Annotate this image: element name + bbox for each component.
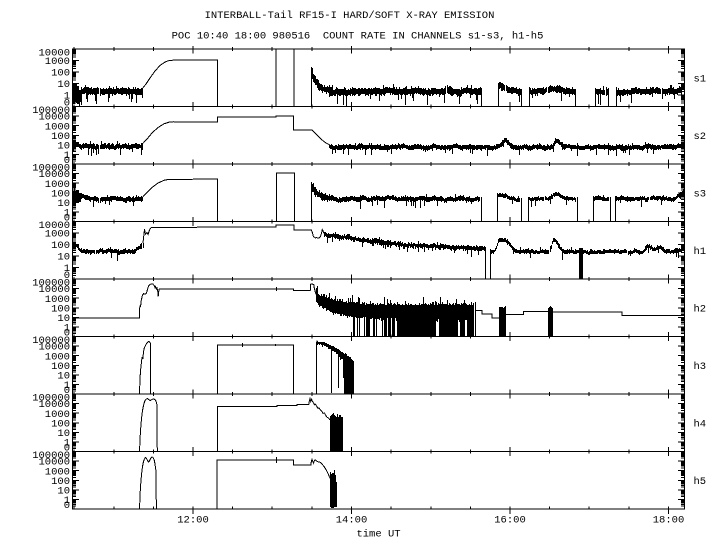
svg-text:1000: 1000 <box>45 121 70 133</box>
svg-text:100: 100 <box>51 131 70 143</box>
svg-text:1: 1 <box>64 380 70 392</box>
svg-text:0: 0 <box>64 500 70 512</box>
svg-text:100000: 100000 <box>32 163 70 175</box>
svg-text:16:00: 16:00 <box>494 515 526 527</box>
svg-text:100: 100 <box>51 240 70 252</box>
svg-text:h1: h1 <box>694 246 707 258</box>
svg-text:10000: 10000 <box>38 48 70 60</box>
svg-text:100000: 100000 <box>32 450 70 462</box>
svg-text:10: 10 <box>57 428 70 440</box>
svg-text:h3: h3 <box>694 361 707 373</box>
svg-text:h2: h2 <box>694 303 707 315</box>
svg-text:time UT: time UT <box>356 529 400 541</box>
svg-text:1000: 1000 <box>45 56 70 68</box>
svg-text:10000: 10000 <box>38 342 70 354</box>
svg-text:0: 0 <box>64 212 70 224</box>
svg-text:10: 10 <box>57 485 70 497</box>
svg-text:10: 10 <box>57 198 70 210</box>
svg-text:100: 100 <box>51 68 70 80</box>
svg-text:s1: s1 <box>694 74 707 86</box>
svg-text:1: 1 <box>64 150 70 162</box>
svg-text:1: 1 <box>64 208 70 220</box>
svg-text:1000: 1000 <box>45 466 70 478</box>
svg-text:1000: 1000 <box>45 229 70 241</box>
svg-text:10: 10 <box>57 313 70 325</box>
svg-text:100000: 100000 <box>32 393 70 405</box>
svg-text:10: 10 <box>57 79 70 91</box>
svg-text:14:00: 14:00 <box>336 515 368 527</box>
svg-text:0: 0 <box>64 385 70 397</box>
svg-text:1: 1 <box>64 495 70 507</box>
svg-text:1: 1 <box>64 438 70 450</box>
svg-text:10000: 10000 <box>38 169 70 181</box>
svg-text:10000: 10000 <box>38 112 70 124</box>
svg-text:10: 10 <box>57 370 70 382</box>
svg-text:1000: 1000 <box>45 179 70 191</box>
svg-text:100: 100 <box>51 361 70 373</box>
svg-text:100: 100 <box>51 303 70 315</box>
svg-text:1000: 1000 <box>45 294 70 306</box>
svg-text:1000: 1000 <box>45 351 70 363</box>
svg-text:10000: 10000 <box>38 457 70 469</box>
svg-text:10000: 10000 <box>38 284 70 296</box>
svg-text:10000: 10000 <box>38 220 70 232</box>
svg-text:1000: 1000 <box>45 409 70 421</box>
svg-text:0: 0 <box>64 97 70 109</box>
svg-text:POC 10:40 18:00 980516 COUNT: POC 10:40 18:00 980516 COUNT RATE IN CHA… <box>172 31 544 43</box>
svg-text:100000: 100000 <box>32 278 70 290</box>
svg-text:18:00: 18:00 <box>653 515 685 527</box>
svg-text:100: 100 <box>51 188 70 200</box>
svg-text:1: 1 <box>64 91 70 103</box>
svg-text:0: 0 <box>64 442 70 454</box>
svg-text:10: 10 <box>57 252 70 264</box>
svg-text:0: 0 <box>64 155 70 167</box>
svg-text:100000: 100000 <box>32 105 70 117</box>
svg-text:INTERBALL-Tail RF15-I HARD/SOF: INTERBALL-Tail RF15-I HARD/SOFT X-RAY EM… <box>205 10 495 22</box>
svg-text:s2: s2 <box>694 131 707 143</box>
svg-text:1: 1 <box>64 263 70 275</box>
svg-text:h4: h4 <box>694 418 707 430</box>
svg-text:10: 10 <box>57 140 70 152</box>
svg-text:s3: s3 <box>694 188 707 200</box>
svg-text:12:00: 12:00 <box>177 515 209 527</box>
svg-text:100: 100 <box>51 476 70 488</box>
svg-text:100: 100 <box>51 418 70 430</box>
svg-text:1: 1 <box>64 323 70 335</box>
svg-text:10000: 10000 <box>38 399 70 411</box>
svg-text:0: 0 <box>64 270 70 282</box>
svg-text:0: 0 <box>64 327 70 339</box>
svg-text:h5: h5 <box>694 476 707 488</box>
svg-text:100000: 100000 <box>32 335 70 347</box>
